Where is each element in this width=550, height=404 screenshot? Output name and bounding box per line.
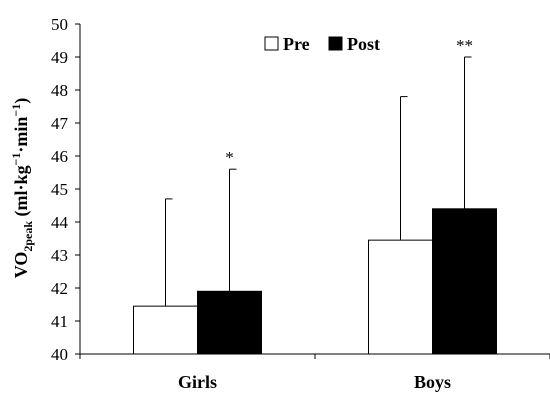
y-tick-label: 40 bbox=[51, 345, 68, 364]
y-tick-label: 42 bbox=[51, 279, 68, 298]
legend-label-pre: Pre bbox=[283, 34, 310, 54]
y-tick-label: 49 bbox=[51, 48, 68, 67]
bars bbox=[133, 56, 497, 355]
bar-girls-pre bbox=[133, 305, 198, 355]
x-axis: Girls Boys bbox=[79, 353, 550, 392]
legend-label-post: Post bbox=[347, 34, 380, 54]
legend: Pre Post bbox=[264, 34, 380, 54]
y-tick-label: 43 bbox=[51, 246, 68, 265]
annotations: *** bbox=[225, 36, 473, 167]
legend-swatch-pre bbox=[264, 36, 279, 51]
bar-boys-post bbox=[432, 208, 497, 355]
y-tick-label: 41 bbox=[51, 312, 68, 331]
y-tick-label: 44 bbox=[51, 213, 69, 232]
y-axis-label: VO2peak (ml·kg−1·min−1) bbox=[9, 98, 35, 279]
y-tick-label: 48 bbox=[51, 81, 68, 100]
y-tick-label: 47 bbox=[51, 114, 69, 133]
x-category-label: Girls bbox=[178, 372, 217, 392]
bar-girls-post bbox=[197, 290, 262, 355]
significance-marker: * bbox=[225, 148, 234, 167]
x-category-label: Boys bbox=[414, 372, 451, 392]
y-tick-label: 45 bbox=[51, 180, 68, 199]
y-tick-label: 46 bbox=[51, 147, 68, 166]
bar-boys-pre bbox=[368, 239, 433, 355]
legend-swatch-post bbox=[328, 36, 343, 51]
y-axis: 40 41 42 43 44 45 46 47 48 49 50 bbox=[51, 15, 81, 364]
significance-marker: ** bbox=[456, 36, 473, 55]
y-tick-label: 50 bbox=[51, 15, 68, 34]
